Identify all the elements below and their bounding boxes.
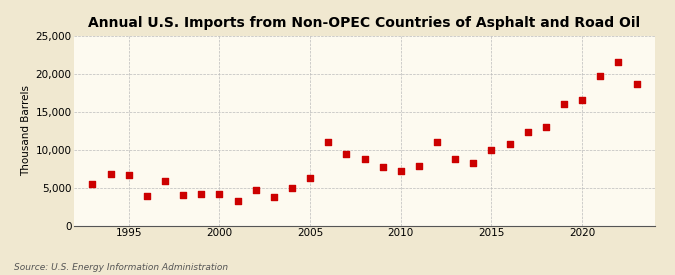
- Point: [377, 165, 388, 169]
- Point: [105, 172, 116, 176]
- Point: [196, 192, 207, 197]
- Point: [323, 140, 333, 144]
- Point: [87, 182, 98, 186]
- Point: [631, 81, 642, 86]
- Point: [269, 195, 279, 200]
- Point: [613, 60, 624, 65]
- Point: [486, 148, 497, 153]
- Point: [396, 169, 406, 173]
- Point: [414, 164, 425, 169]
- Point: [504, 142, 515, 147]
- Point: [286, 185, 297, 190]
- Point: [468, 160, 479, 165]
- Point: [232, 199, 243, 204]
- Point: [450, 157, 460, 162]
- Point: [432, 140, 443, 144]
- Point: [541, 125, 551, 129]
- Point: [124, 172, 134, 177]
- Point: [522, 130, 533, 134]
- Y-axis label: Thousand Barrels: Thousand Barrels: [21, 85, 31, 176]
- Point: [595, 74, 605, 78]
- Point: [142, 194, 153, 198]
- Point: [304, 175, 315, 180]
- Point: [159, 178, 170, 183]
- Text: Source: U.S. Energy Information Administration: Source: U.S. Energy Information Administ…: [14, 263, 227, 272]
- Point: [559, 102, 570, 106]
- Point: [250, 188, 261, 192]
- Point: [214, 191, 225, 196]
- Point: [576, 98, 587, 103]
- Point: [359, 157, 370, 162]
- Point: [341, 152, 352, 156]
- Title: Annual U.S. Imports from Non-OPEC Countries of Asphalt and Road Oil: Annual U.S. Imports from Non-OPEC Countr…: [88, 16, 641, 31]
- Point: [178, 193, 188, 197]
